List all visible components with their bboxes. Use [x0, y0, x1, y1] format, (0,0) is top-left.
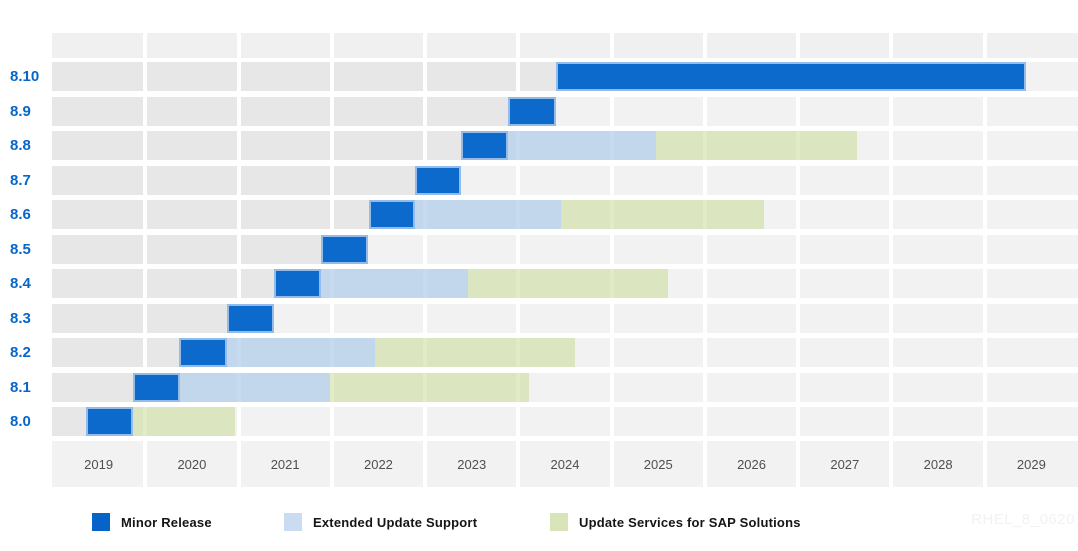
row-past-segment [52, 200, 370, 229]
legend-item-minor: Minor Release [92, 509, 212, 535]
legend-swatch-eus [284, 513, 302, 531]
row-label-8.8: 8.8 [10, 137, 31, 154]
x-tick-2019: 2019 [84, 456, 114, 472]
row-stripe-8.9 [52, 96, 1078, 126]
x-tick-2022: 2022 [363, 456, 393, 472]
x-axis-stripe [52, 441, 1078, 487]
x-tick-2023: 2023 [457, 456, 487, 472]
row-past-segment [52, 234, 321, 264]
bar-sap-8.8 [656, 131, 857, 160]
x-tick-2021: 2021 [270, 456, 300, 472]
bar-minor-8.10 [555, 62, 1026, 91]
x-tick-2027: 2027 [830, 456, 860, 472]
row-past-segment [52, 269, 274, 298]
row-stripe-8.5 [52, 234, 1078, 264]
year-gridline-2029 [982, 33, 987, 487]
year-gridline-2024 [516, 33, 521, 487]
row-label-8.0: 8.0 [10, 413, 31, 430]
bar-minor-8.6 [369, 200, 415, 229]
bar-minor-8.2 [178, 338, 228, 367]
year-gridline-2027 [796, 33, 801, 487]
row-label-8.3: 8.3 [10, 309, 31, 327]
legend-item-sap: Update Services for SAP Solutions [550, 509, 801, 535]
bar-sap-8.4 [467, 269, 668, 298]
legend-item-eus: Extended Update Support [284, 509, 477, 535]
x-tick-2028: 2028 [923, 456, 953, 472]
bar-minor-8.7 [414, 165, 462, 195]
bar-eus-8.8 [508, 131, 657, 160]
year-gridline-2025 [609, 33, 614, 487]
bar-sap-8.1 [329, 372, 529, 402]
row-stripe-8.3 [52, 303, 1078, 333]
row-label-8.7: 8.7 [10, 171, 31, 189]
row-past-segment [52, 372, 134, 402]
legend-swatch-minor [92, 513, 110, 531]
year-gridline-2020 [143, 33, 148, 487]
row-label-8.1: 8.1 [10, 378, 31, 396]
bar-eus-8.6 [414, 200, 562, 229]
bar-sap-8.6 [561, 200, 764, 229]
legend-label-eus: Extended Update Support [313, 514, 478, 530]
bar-sap-8.0 [133, 407, 235, 436]
x-tick-2029: 2029 [1016, 456, 1046, 472]
row-past-segment [52, 62, 556, 91]
year-gridline-2021 [236, 33, 241, 487]
bar-sap-8.2 [374, 338, 576, 367]
bar-minor-8.5 [320, 234, 369, 264]
bar-eus-8.4 [320, 269, 468, 298]
watermark-text: RHEL_8_0620 [971, 511, 1075, 528]
row-past-segment [52, 131, 461, 160]
x-tick-2025: 2025 [643, 456, 673, 472]
year-gridline-2023 [423, 33, 428, 487]
row-label-8.9: 8.9 [10, 102, 31, 120]
x-tick-2020: 2020 [177, 456, 207, 472]
row-label-8.4: 8.4 [10, 275, 31, 292]
row-past-segment [52, 303, 228, 333]
legend-label-minor: Minor Release [121, 514, 212, 530]
x-tick-2026: 2026 [737, 456, 766, 472]
year-gridline-2028 [889, 33, 894, 487]
bar-minor-8.1 [133, 372, 180, 402]
row-past-segment [52, 338, 179, 367]
row-label-8.6: 8.6 [10, 206, 31, 223]
bar-minor-8.8 [460, 131, 509, 160]
legend-swatch-sap [550, 513, 568, 531]
bar-eus-8.2 [227, 338, 375, 367]
row-label-8.10: 8.10 [10, 68, 40, 85]
year-gridline-2026 [702, 33, 707, 487]
row-past-segment [52, 407, 86, 436]
row-past-segment [52, 96, 509, 126]
legend: Minor Release Extended Update Support Upda… [0, 509, 1078, 535]
top-empty-stripe [52, 33, 1078, 58]
bar-eus-8.1 [179, 372, 330, 402]
row-label-8.2: 8.2 [10, 344, 31, 361]
legend-label-sap: Update Services for SAP Solutions [579, 514, 801, 530]
row-stripe-8.7 [52, 165, 1078, 195]
x-tick-2024: 2024 [550, 456, 580, 472]
bar-minor-8.0 [85, 407, 134, 436]
bar-minor-8.4 [273, 269, 321, 298]
row-label-8.5: 8.5 [10, 240, 31, 258]
bar-minor-8.3 [227, 303, 274, 333]
bar-minor-8.9 [508, 96, 556, 126]
row-past-segment [52, 165, 415, 195]
